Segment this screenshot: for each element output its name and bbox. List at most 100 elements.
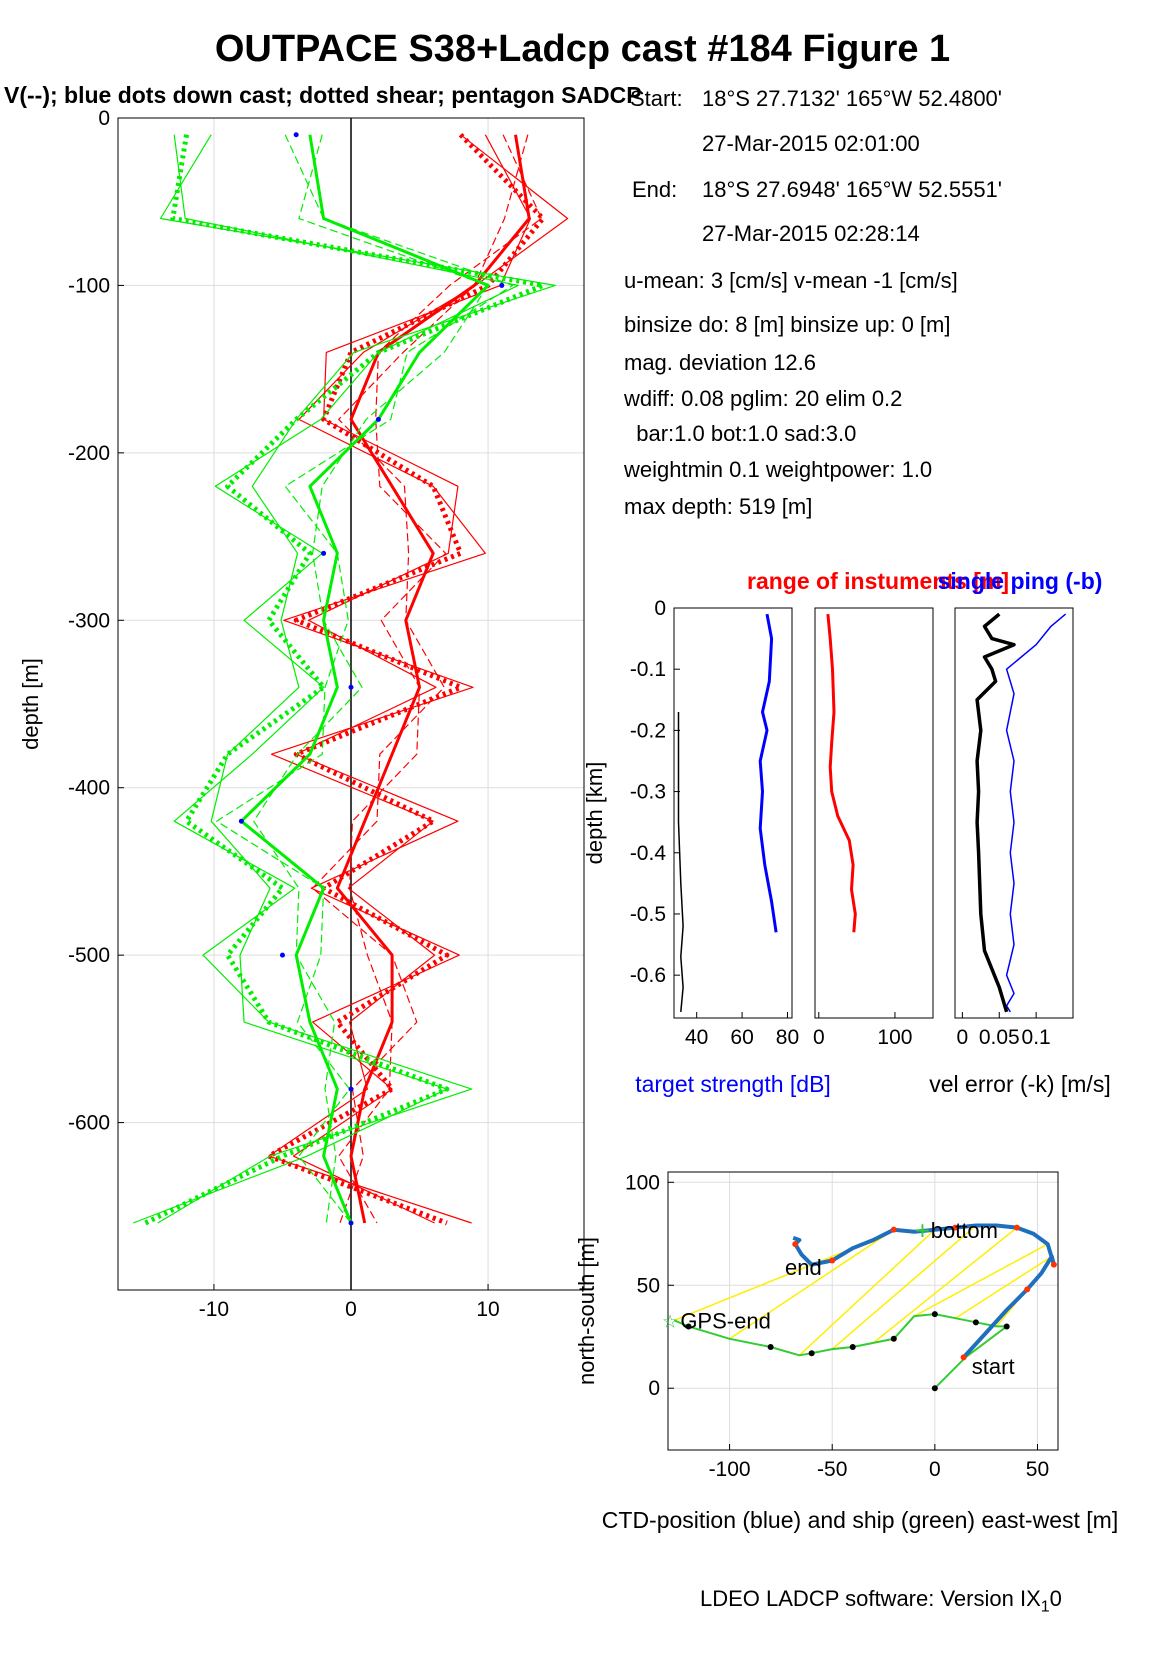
range-plot: 0 100 <box>813 607 934 1049</box>
profile-line-green-solid <box>239 134 490 1224</box>
vel-error-plot: 0 0.05 0.1 vel error (-k) [m/s] <box>929 607 1111 1097</box>
x-tick-label: 0.05 <box>979 1026 1020 1049</box>
ctd-point <box>890 1226 897 1233</box>
ctd-point <box>952 1224 959 1231</box>
x-tick-label: -100 <box>709 1458 751 1481</box>
ts-line-black <box>677 712 684 1012</box>
end-position: 18°S 27.6948' 165°W 52.5551' <box>702 177 1002 202</box>
ship-ctd-link <box>872 1227 1018 1344</box>
x-tick-label: 0.1 <box>1022 1026 1051 1049</box>
y-axis-label: depth [km] <box>582 762 607 865</box>
software-version-text: LDEO LADCP software: Version IX <box>700 1586 1041 1611</box>
downcast-dot <box>348 1086 354 1092</box>
ship-point <box>685 1323 692 1330</box>
y-tick-label: 0 <box>98 107 110 130</box>
ctd-point <box>829 1257 836 1264</box>
ship-ctd-link <box>831 1224 977 1350</box>
ship-ctd-link <box>729 1229 895 1340</box>
gps-end-label: GPS-end <box>680 1309 771 1334</box>
y-tick-label: 50 <box>637 1274 660 1297</box>
x-tick-label: 50 <box>1026 1458 1049 1481</box>
x-axis-label: CTD-position (blue) and ship (green) eas… <box>602 1507 1118 1533</box>
ship-point <box>931 1311 938 1318</box>
x-axis-label: target strength [dB] <box>635 1071 831 1097</box>
y-tick-label: -100 <box>68 274 110 297</box>
wdiff-info: wdiff: 0.08 pglim: 20 elim 0.2 <box>624 386 903 411</box>
profile-line-green-dotted <box>144 134 546 1226</box>
ctd-point <box>1024 1286 1031 1293</box>
ship-point <box>808 1350 815 1357</box>
figure-title: OUTPACE S38+Ladcp cast #184 Figure 1 <box>214 28 951 70</box>
profile-aux-line <box>157 134 519 1224</box>
ship-ctd-link <box>673 1247 854 1321</box>
y-tick-label: -300 <box>68 609 110 632</box>
ship-point <box>890 1335 897 1342</box>
software-version-sub: 1 <box>1040 1598 1050 1616</box>
profile-aux-line <box>292 134 532 1224</box>
ship-point <box>972 1319 979 1326</box>
mean-velocities: u-mean: 3 [cm/s] v-mean -1 [cm/s] <box>624 268 958 293</box>
y-tick-label: -600 <box>68 1112 110 1135</box>
x-tick-label: 10 <box>476 1298 499 1321</box>
x-tick-label: -50 <box>817 1458 847 1481</box>
ship-track <box>673 1313 1008 1389</box>
y-tick-label: -0.5 <box>630 903 666 926</box>
weight-info: weightmin 0.1 weightpower: 1.0 <box>624 457 933 482</box>
end-time: 27-Mar-2015 02:28:14 <box>702 221 920 246</box>
start-label: Start: <box>630 86 683 111</box>
binsize-info: binsize do: 8 [m] binsize up: 0 [m] <box>624 312 951 337</box>
range-title: range of instuments [m] <box>747 568 1009 594</box>
range-line <box>826 613 857 933</box>
axes-frame <box>814 607 934 1019</box>
y-tick-label: 0 <box>654 597 666 620</box>
figure-subtitle: V(--); blue dots down cast; dotted shear… <box>4 82 642 108</box>
ship-ctd-link <box>913 1243 1049 1317</box>
ship-point <box>1003 1323 1010 1330</box>
end-label: End: <box>632 177 678 202</box>
target-strength-plot: 40 60 80 0 -0.1 -0.2 -0.3 -0.4 -0.5 -0.6 depth [km… <box>582 568 1102 1097</box>
bottom-marker: + <box>915 1216 930 1246</box>
single-ping-title: single ping (-b) <box>938 568 1103 594</box>
velerr-line-black <box>975 612 1016 1013</box>
profile-aux-line <box>338 134 543 1224</box>
downcast-dot <box>293 132 299 138</box>
max-depth: max depth: 519 [m] <box>624 494 813 519</box>
profile-aux-line <box>216 134 514 1224</box>
ship-point <box>849 1344 856 1351</box>
gps-end-marker: ☆ <box>662 1311 678 1332</box>
downcast-dot <box>238 818 244 824</box>
software-version-tail: 0 <box>1049 1586 1062 1611</box>
y-tick-label: 100 <box>625 1171 660 1194</box>
ctd-point <box>792 1241 799 1248</box>
software-version: LDEO LADCP software: Version IX10 <box>700 1586 1062 1616</box>
x-tick-label: 80 <box>776 1026 799 1049</box>
x-tick-label: 0 <box>957 1026 969 1049</box>
downcast-dot <box>348 1220 354 1226</box>
axes-frame <box>673 607 793 1019</box>
ship-ctd-link <box>954 1255 1053 1319</box>
downcast-dot <box>279 952 285 958</box>
y-tick-label: 0 <box>648 1377 660 1400</box>
ship-point <box>767 1344 774 1351</box>
y-tick-label: -500 <box>68 944 110 967</box>
start-label: start <box>972 1354 1015 1379</box>
start-position: 18°S 27.7132' 165°W 52.4800' <box>702 86 1002 111</box>
ctd-point <box>960 1354 967 1361</box>
x-tick-label: 60 <box>730 1026 753 1049</box>
y-tick-label: -0.6 <box>630 964 666 987</box>
ctd-point <box>1013 1224 1020 1231</box>
y-tick-label: -0.2 <box>630 719 666 742</box>
y-tick-label: -0.1 <box>630 658 666 681</box>
y-axis-label: depth [m] <box>18 658 43 750</box>
mag-deviation: mag. deviation 12.6 <box>624 350 817 375</box>
profile-aux-line <box>268 134 569 1224</box>
velerr-line-blue <box>1005 613 1067 1013</box>
downcast-dot <box>348 684 354 690</box>
ship-point <box>931 1385 938 1392</box>
x-tick-label: 40 <box>685 1026 708 1049</box>
position-plot: -100 -50 0 50 0 50 100 bottom+ end GPS-end☆ start n… <box>574 1171 1118 1533</box>
x-tick-label: -10 <box>199 1298 229 1321</box>
x-tick-label: 0 <box>929 1458 941 1481</box>
